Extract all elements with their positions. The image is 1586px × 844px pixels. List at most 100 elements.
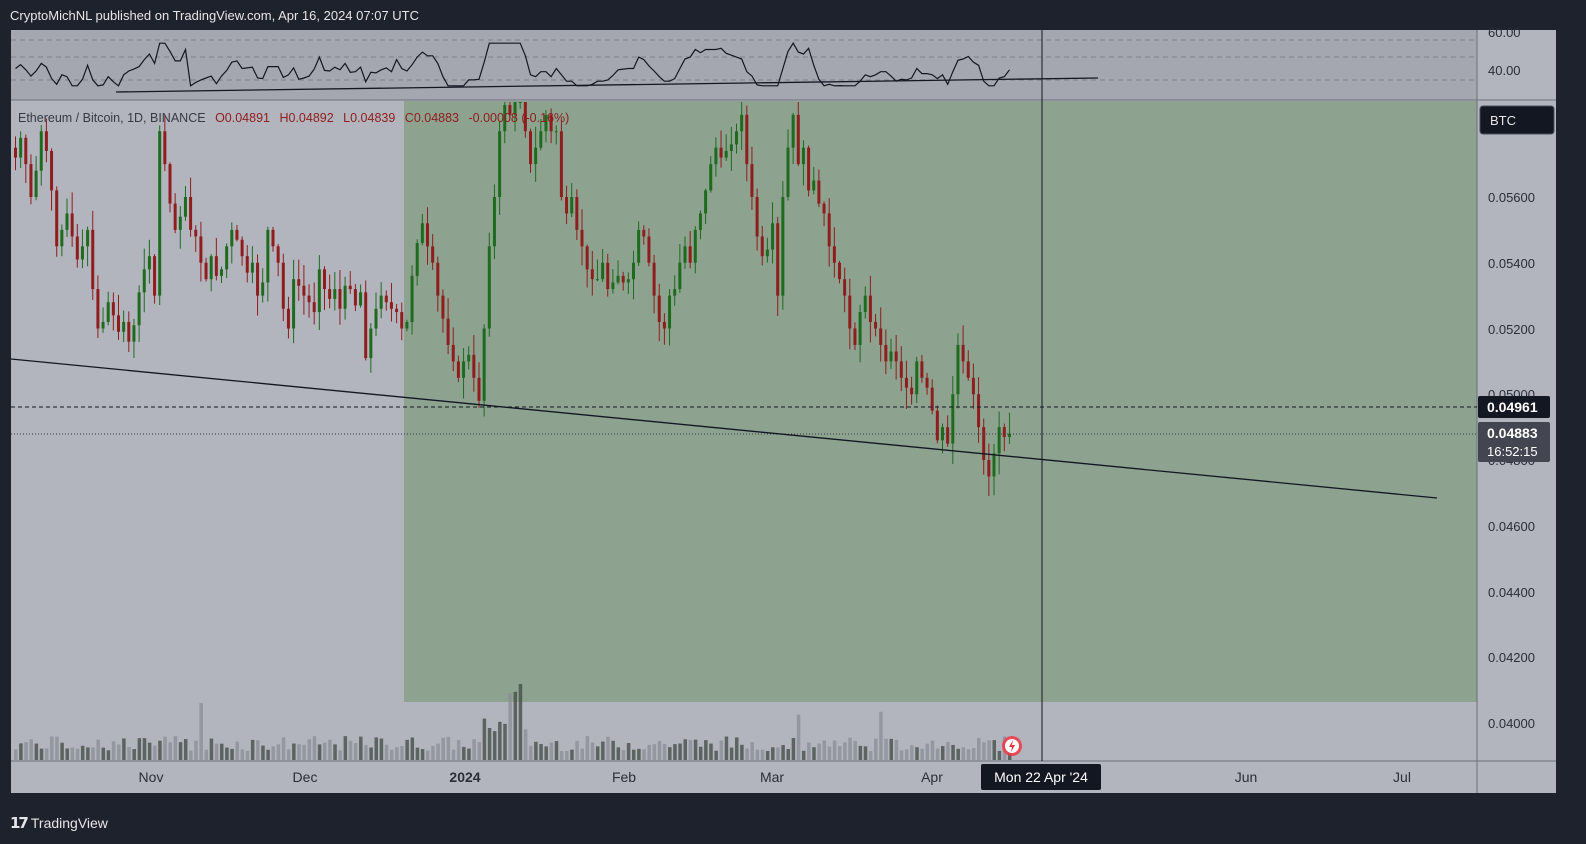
legend-high: H0.04892 [279,111,333,125]
price-tick-label: 0.05200 [1488,322,1535,337]
candle-body [971,377,975,395]
candle-body [745,114,749,165]
candle-body [39,131,43,171]
candle-body [498,131,502,197]
volume-bar [472,739,476,760]
volume-bar [611,740,615,760]
volume-bar [142,738,147,760]
volume-bar [235,741,239,760]
volume-bar [482,718,487,760]
candle-body [317,269,321,313]
currency-badge-label: BTC [1490,113,1516,128]
volume-bar [19,743,23,760]
volume-bar [225,747,229,760]
volume-bar [292,743,296,760]
candle-body [472,354,476,378]
candle-body [96,289,100,329]
volume-bar [714,750,718,760]
volume-bar [966,749,971,760]
time-axis: Nov Dec 2024 Feb Mar Apr Jun Jul [139,769,1411,785]
volume-bar [853,740,857,760]
volume-bar [868,750,873,760]
volume-bar [765,750,770,760]
candle-body [328,289,332,299]
volume-bar [353,743,358,760]
volume-bar [302,744,306,760]
candle-body [683,246,687,263]
volume-bar [554,741,559,760]
candle-body [492,197,496,247]
candle-body [647,236,651,263]
candle-body [431,246,435,263]
lightning-icon[interactable] [1002,736,1022,756]
volume-bar [781,745,785,760]
candle-body [585,246,589,270]
candle-body [137,292,141,326]
candle-body [379,295,383,309]
volume-bar [297,744,301,760]
volume-bar [86,747,90,760]
volume-bar [147,742,152,760]
currency-badge[interactable]: BTC [1479,105,1555,135]
volume-bar [173,736,178,760]
candle-body [946,427,950,444]
volume-bar [91,747,95,760]
candle-body [153,256,157,296]
candle-body [199,236,203,263]
candle-body [462,361,466,378]
candle-body [632,262,635,280]
volume-bar [961,747,966,760]
volume-bar [652,744,657,760]
volume-bar [559,750,564,760]
volume-bar [364,745,368,760]
price-tick-label: 0.04400 [1488,585,1535,600]
volume-bar [693,739,698,760]
candle-body [570,197,574,214]
candle-body [225,246,229,270]
volume-bar [271,746,275,760]
candle-body [765,249,769,257]
volume-bar [539,744,543,760]
candle-body [523,102,527,132]
volume-bar [436,743,440,760]
volume-bar [245,750,250,760]
volume-bar [456,740,461,760]
tradingview-logo[interactable]: 17 TradingView [10,814,108,832]
volume-bar [735,737,739,760]
candle-body [194,229,198,237]
volume-bar [910,745,914,760]
volume-bar [178,742,183,760]
candle-body [389,302,393,309]
bar-countdown-label: 16:52:15 [1487,444,1538,459]
candle-body [771,223,775,250]
volume-bar [153,745,157,760]
candle-body [70,213,74,237]
volume-bar [14,749,18,760]
candle-body [565,197,569,214]
volume-bar [281,737,286,760]
volume-bar [822,740,827,760]
candle-body [889,351,893,362]
volume-bar [209,738,214,760]
volume-bar [616,747,621,760]
candle-body [868,295,872,322]
volume-bar [956,748,960,760]
candle-body [956,344,960,395]
crosshair-time-marker: Mon 22 Apr '24 [981,764,1101,790]
candle-body [65,213,69,230]
candle-body [997,427,1001,454]
volume-bar [750,742,754,760]
volume-bar [240,749,245,760]
volume-bar [724,736,729,760]
candle-body [214,256,218,276]
candle-body [467,354,471,362]
volume-bar [920,748,924,760]
volume-bar [132,749,136,760]
volume-bar [44,748,49,760]
candle-body [80,246,84,260]
volume-bar [343,736,348,760]
candle-body [549,114,553,132]
candle-body [405,321,409,329]
volume-bar [796,714,801,760]
